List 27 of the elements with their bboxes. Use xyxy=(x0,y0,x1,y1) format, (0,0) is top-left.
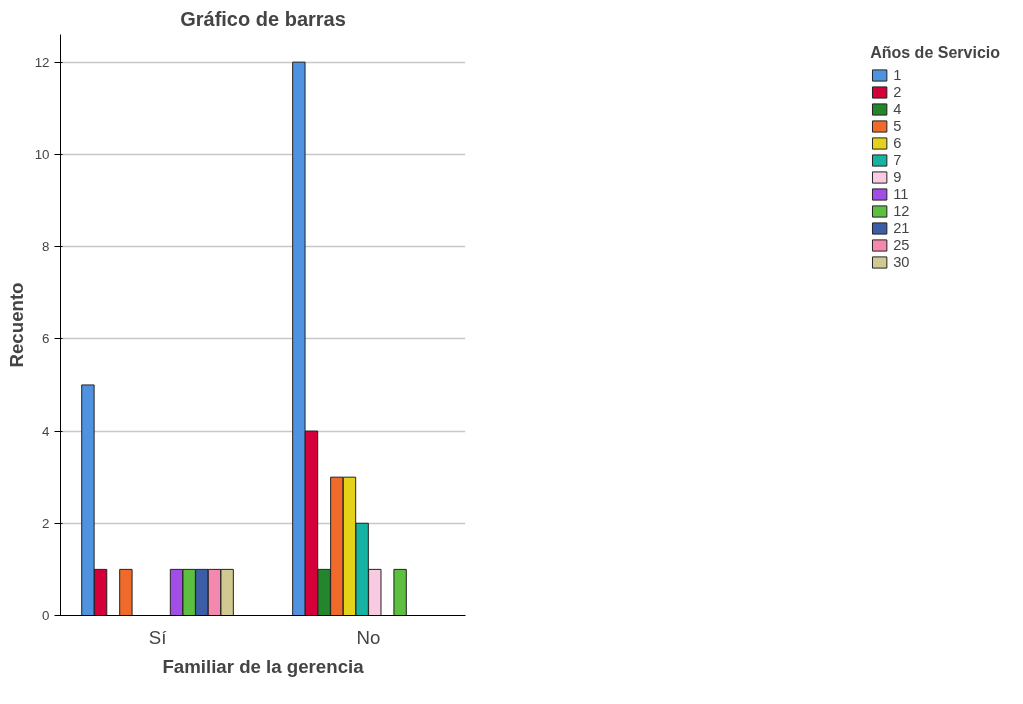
bar xyxy=(119,568,133,616)
legend-label: 2 xyxy=(893,84,903,100)
legend-title: Años de Servicio xyxy=(870,44,1000,62)
y-tick-label: 10 xyxy=(34,146,50,162)
y-axis-title: Recuento xyxy=(5,282,27,368)
y-tick-label: 8 xyxy=(42,239,50,255)
legend-label: 25 xyxy=(893,237,911,253)
y-tick-label: 4 xyxy=(42,423,51,439)
chart-title: Gráfico de barras xyxy=(180,7,346,30)
legend-label: 30 xyxy=(893,254,911,270)
legend-label: 11 xyxy=(893,186,910,202)
legend-label: 9 xyxy=(893,169,903,185)
y-tick-label: 6 xyxy=(42,331,50,347)
x-axis-title: Familiar de la gerencia xyxy=(162,655,365,677)
x-tick-label: No xyxy=(356,626,381,648)
y-tick-label: 0 xyxy=(42,608,50,623)
legend-label: 12 xyxy=(893,203,911,219)
y-tick-label: 12 xyxy=(34,54,50,70)
legend-label: 5 xyxy=(893,118,903,134)
bar xyxy=(393,568,407,616)
legend-label: 4 xyxy=(893,101,903,117)
legend-label: 21 xyxy=(893,220,911,236)
legend-label: 6 xyxy=(893,135,903,151)
legend-label: 1 xyxy=(893,67,903,83)
x-tick-label: Sí xyxy=(148,626,168,648)
legend-label: 7 xyxy=(893,152,903,168)
y-tick-label: 2 xyxy=(42,515,50,531)
